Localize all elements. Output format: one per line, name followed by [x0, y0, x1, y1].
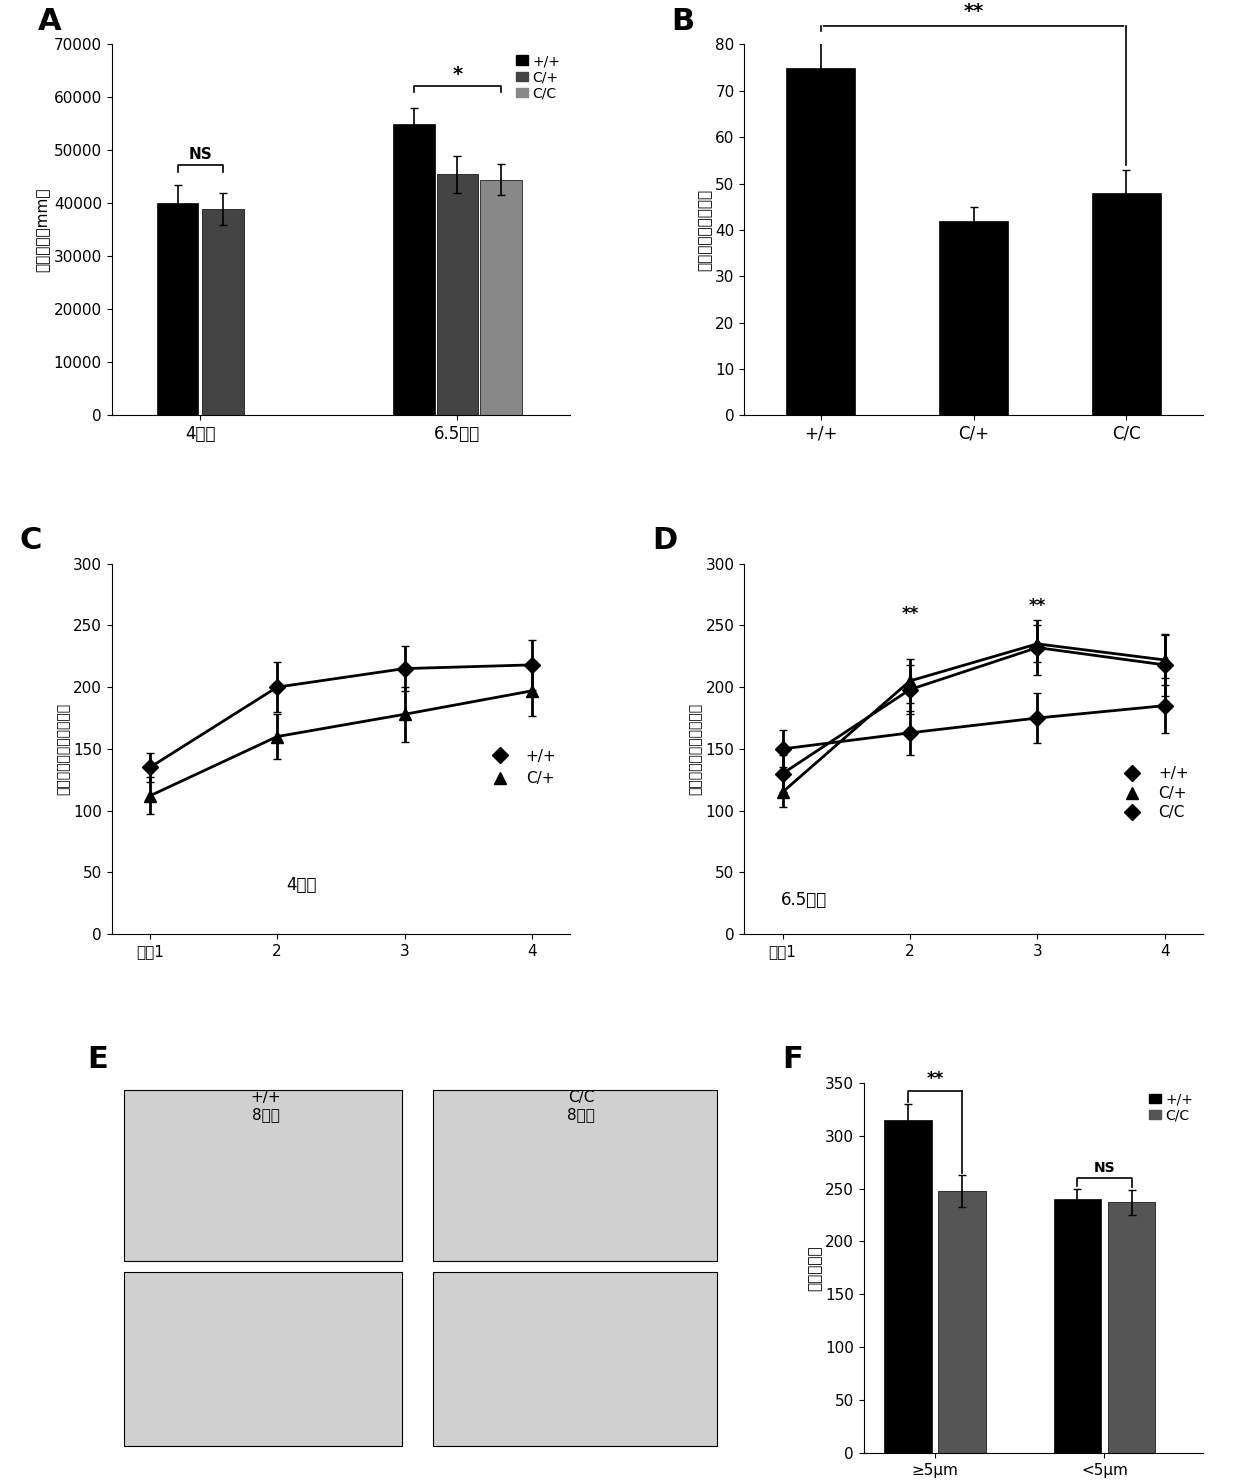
Text: F: F — [782, 1044, 804, 1074]
C/C — [1029, 639, 1044, 657]
Legend: +/+, C/+, C/C: +/+, C/+, C/C — [1112, 761, 1195, 826]
Text: C: C — [20, 525, 42, 555]
+/+ — [775, 740, 790, 758]
Y-axis label: 转杆上的停留时间（秒）: 转杆上的停留时间（秒） — [688, 703, 703, 795]
C/+ — [903, 672, 918, 690]
Bar — [1054, 1200, 1101, 1453]
Bar — [156, 203, 198, 415]
Bar — [786, 68, 856, 415]
Bar — [202, 209, 243, 415]
Text: 4个月: 4个月 — [286, 876, 316, 894]
Bar — [124, 1090, 402, 1261]
Y-axis label: 行进距离（mm）: 行进距离（mm） — [36, 188, 51, 271]
Bar — [884, 1120, 931, 1453]
Line: C/C: C/C — [777, 642, 1171, 779]
Bar — [436, 175, 479, 415]
Bar — [124, 1271, 402, 1446]
Text: E: E — [87, 1044, 108, 1074]
Text: **: ** — [901, 605, 919, 623]
Text: 6.5个月: 6.5个月 — [781, 891, 827, 909]
Text: B: B — [671, 6, 694, 36]
Legend: +/+, C/+, C/C: +/+, C/+, C/C — [513, 52, 563, 104]
Text: A: A — [38, 6, 62, 36]
Text: *: * — [453, 65, 463, 85]
C/+ — [397, 706, 412, 724]
Bar — [433, 1271, 718, 1446]
Y-axis label: 神经纤维数: 神经纤维数 — [807, 1246, 822, 1290]
+/+ — [143, 759, 157, 777]
+/+ — [525, 655, 539, 673]
Bar — [939, 1191, 986, 1453]
C/+ — [1029, 635, 1044, 653]
Text: +/+
8个月: +/+ 8个月 — [250, 1090, 281, 1123]
+/+ — [270, 678, 285, 696]
Text: **: ** — [1029, 596, 1045, 614]
Legend: +/+, C/+: +/+, C/+ — [480, 743, 563, 792]
+/+ — [397, 660, 412, 678]
+/+ — [1029, 709, 1044, 727]
Bar — [393, 125, 435, 415]
Bar — [1092, 193, 1161, 415]
Legend: +/+, C/C: +/+, C/C — [1146, 1090, 1195, 1126]
Line: C/+: C/+ — [144, 685, 537, 801]
C/C — [1157, 655, 1172, 673]
Bar — [939, 221, 1008, 415]
C/+ — [143, 787, 157, 805]
C/+ — [270, 728, 285, 746]
Text: NS: NS — [188, 147, 212, 162]
Text: C/C
8个月: C/C 8个月 — [568, 1090, 595, 1123]
C/C — [775, 765, 790, 783]
Bar — [433, 1090, 718, 1261]
C/C — [903, 681, 918, 698]
Text: **: ** — [963, 3, 983, 21]
Line: C/+: C/+ — [777, 638, 1171, 798]
Text: NS: NS — [1094, 1161, 1115, 1175]
+/+ — [903, 724, 918, 742]
C/+ — [525, 682, 539, 700]
Text: **: ** — [926, 1069, 944, 1089]
C/+ — [1157, 651, 1172, 669]
Y-axis label: 转杆上的停留时间（秒）: 转杆上的停留时间（秒） — [56, 703, 71, 795]
Y-axis label: 后肢站立时间（秒）: 后肢站立时间（秒） — [697, 188, 713, 271]
Text: D: D — [652, 525, 678, 555]
Bar — [480, 179, 522, 415]
C/+ — [775, 783, 790, 801]
+/+ — [1157, 697, 1172, 715]
Bar — [1107, 1203, 1156, 1453]
Line: +/+: +/+ — [144, 660, 537, 773]
Line: +/+: +/+ — [777, 700, 1171, 755]
